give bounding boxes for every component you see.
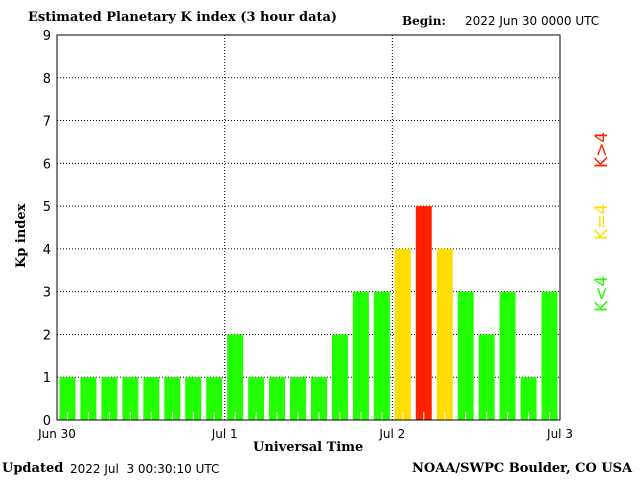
x-tick-label: Jul 1 [211, 427, 238, 441]
bar [499, 291, 516, 420]
y-tick-label: 5 [43, 200, 51, 215]
updated-value: 2022 Jul 3 00:30:10 UTC [70, 462, 220, 476]
bar [311, 377, 327, 420]
y-tick-label: 7 [43, 115, 51, 130]
y-axis-label: Kp index [14, 203, 29, 268]
bar [436, 248, 453, 420]
y-tick-label: 4 [43, 243, 51, 258]
bar [394, 248, 411, 420]
bar [143, 377, 160, 420]
y-tick-label: 6 [43, 157, 51, 172]
x-tick-label: Jun 30 [37, 427, 76, 441]
bar [101, 377, 118, 420]
bar [352, 291, 369, 420]
bar [290, 377, 306, 420]
bar [248, 377, 265, 420]
plot-frame [56, 34, 561, 421]
legend-k-equal-4: K=4 [592, 203, 612, 240]
legend-k-greater-4: K>4 [592, 131, 612, 168]
bar [373, 291, 390, 420]
bar [478, 334, 495, 420]
bar [457, 291, 474, 420]
bar [331, 334, 348, 420]
legend-k-less-4: K<4 [592, 275, 612, 312]
bar [59, 377, 76, 420]
updated-label: Updated [2, 461, 64, 476]
y-tick-label: 3 [43, 286, 51, 301]
bar [415, 206, 432, 420]
y-tick-label: 9 [43, 29, 51, 44]
bar [80, 377, 97, 420]
x-tick-label: Jul 3 [546, 427, 573, 441]
y-tick-label: 0 [43, 414, 51, 429]
chart-title: Estimated Planetary K index (3 hour data… [28, 10, 338, 25]
bar [269, 377, 286, 420]
y-tick-label: 1 [43, 371, 51, 386]
bar [227, 334, 244, 420]
bar [541, 291, 558, 420]
x-tick-label: Jul 2 [378, 427, 405, 441]
source-credit: NOAA/SWPC Boulder, CO USA [412, 461, 633, 476]
y-tick-label: 2 [43, 328, 51, 343]
begin-label: Begin: [402, 14, 446, 28]
begin-value: 2022 Jun 30 0000 UTC [465, 14, 600, 28]
bar [185, 377, 202, 420]
x-axis-label: Universal Time [253, 440, 364, 455]
bar [122, 377, 139, 420]
y-tick-label: 8 [43, 72, 51, 87]
bar [520, 377, 537, 420]
bar [206, 377, 223, 420]
bar [164, 377, 181, 420]
